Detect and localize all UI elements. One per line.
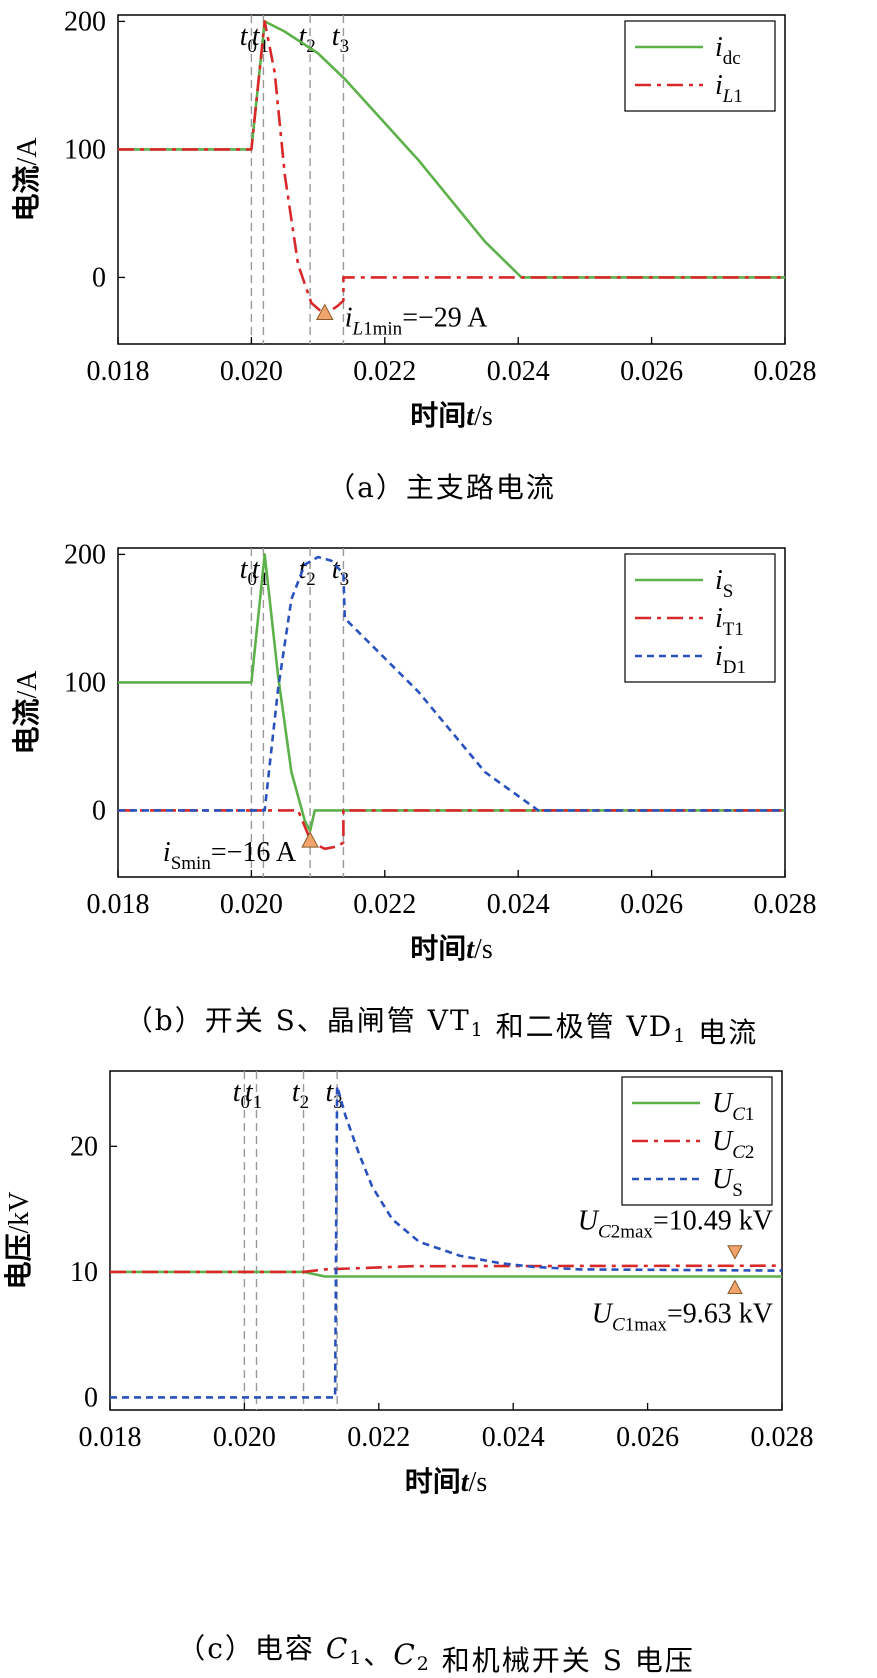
y-tick-label: 20 xyxy=(70,1131,98,1162)
time-mark-label-t1: t1 xyxy=(252,554,269,590)
y-tick-label: 10 xyxy=(70,1257,98,1288)
time-mark-label-t3: t3 xyxy=(332,21,349,57)
y-tick-label: 200 xyxy=(64,6,106,37)
legend-box xyxy=(624,20,776,112)
annotation-label: iL1min=−29 A xyxy=(345,303,488,340)
series-group xyxy=(118,20,785,316)
plot-frame xyxy=(117,14,786,345)
time-mark-label-t0: t0 xyxy=(240,554,257,590)
legend-label-UC2: UC2 xyxy=(712,1126,754,1163)
annotation-label: UC1max=9.63 kV xyxy=(592,1299,773,1336)
y-tick-label: 0 xyxy=(92,795,106,826)
series-line-iD1 xyxy=(118,555,785,812)
plot-frame xyxy=(117,547,786,878)
series-group xyxy=(110,1084,782,1399)
x-tick-label: 0.024 xyxy=(482,1422,545,1453)
figure-caption: （c）电容 C1、C2 和机械开关 S 电压 xyxy=(177,1632,695,1677)
series-line-UC2 xyxy=(110,1264,782,1274)
x-tick-label: 0.018 xyxy=(87,889,150,920)
time-mark-label-t2: t2 xyxy=(298,554,315,590)
legend-label-UC1: UC1 xyxy=(712,1088,754,1125)
legend-label-iT1: iT1 xyxy=(715,603,744,640)
x-tick-label: 0.024 xyxy=(487,356,550,387)
annotation-marker xyxy=(301,831,319,848)
x-tick-label: 0.020 xyxy=(220,356,283,387)
x-tick-label: 0.026 xyxy=(616,1422,679,1453)
series-group xyxy=(118,553,785,851)
x-axis-label: 时间t/s xyxy=(410,932,492,965)
x-tick-label: 0.022 xyxy=(347,1422,410,1453)
x-axis-label: 时间t/s xyxy=(410,399,492,432)
annotation-label: iSmin=−16 A xyxy=(163,837,297,874)
annotation-label: UC2max=10.49 kV xyxy=(578,1206,773,1243)
legend-label-idc: idc xyxy=(715,32,741,69)
x-tick-label: 0.024 xyxy=(487,889,550,920)
figure-caption: （a）主支路电流 xyxy=(327,471,556,504)
figure-caption: （b）开关 S、晶闸管 VT1 和二极管 VD1 电流 xyxy=(125,1004,758,1049)
annotation-marker xyxy=(727,1245,743,1260)
x-tick-label: 0.022 xyxy=(353,356,416,387)
time-mark-label-t2: t2 xyxy=(298,21,315,57)
x-tick-label: 0.020 xyxy=(213,1422,276,1453)
x-tick-label: 0.028 xyxy=(754,889,817,920)
time-mark-label-t1: t1 xyxy=(252,21,269,57)
x-tick-label: 0.022 xyxy=(353,889,416,920)
x-tick-label: 0.020 xyxy=(220,889,283,920)
series-line-iT1 xyxy=(118,809,785,851)
legend-label-iD1: iD1 xyxy=(715,641,746,678)
time-mark-label-t0: t0 xyxy=(240,21,257,57)
annotation-marker xyxy=(315,303,334,321)
y-tick-label: 0 xyxy=(92,262,106,293)
annotation-marker xyxy=(727,1279,743,1295)
legend-label-US: US xyxy=(712,1164,743,1201)
time-mark-label-t0: t0 xyxy=(233,1077,250,1113)
x-tick-label: 0.026 xyxy=(620,356,683,387)
x-tick-label: 0.018 xyxy=(79,1422,142,1453)
x-tick-label: 0.028 xyxy=(754,356,817,387)
x-tick-label: 0.026 xyxy=(620,889,683,920)
time-mark-label-t1: t1 xyxy=(245,1077,262,1113)
y-tick-label: 200 xyxy=(64,539,106,570)
x-tick-label: 0.018 xyxy=(87,356,150,387)
y-tick-label: 100 xyxy=(64,667,106,698)
x-axis-label: 时间t/s xyxy=(405,1465,487,1498)
legend-label-iS: iS xyxy=(715,565,733,602)
y-axis-label: 电压/kV xyxy=(2,1191,35,1289)
legend-label-iL1: iL1 xyxy=(715,70,743,107)
y-tick-label: 0 xyxy=(84,1382,98,1413)
y-axis-label: 电流/A xyxy=(10,670,43,755)
time-mark-label-t2: t2 xyxy=(292,1077,309,1113)
x-tick-label: 0.028 xyxy=(751,1422,814,1453)
y-axis-label: 电流/A xyxy=(10,137,43,222)
y-tick-label: 100 xyxy=(64,134,106,165)
time-mark-label-t3: t3 xyxy=(332,554,349,590)
series-line-US xyxy=(110,1084,782,1399)
plot-frame xyxy=(109,1070,783,1411)
series-line-iS xyxy=(118,553,785,833)
